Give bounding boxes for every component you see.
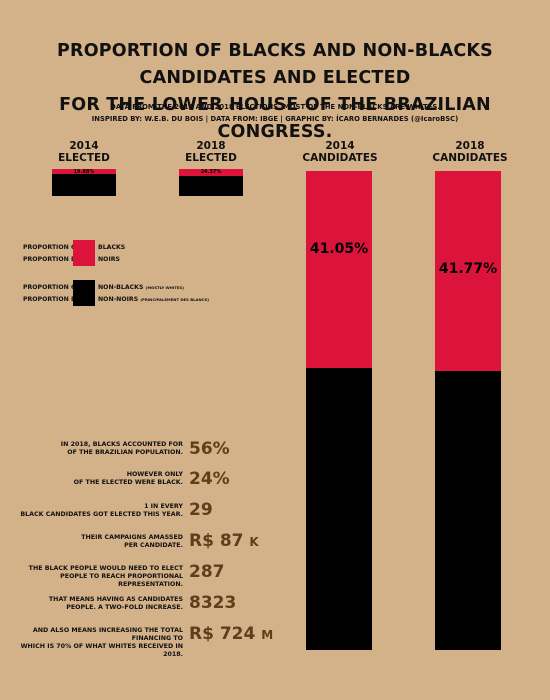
column-header-group: CANDIDATES xyxy=(432,152,508,164)
column-header-year: 2018 xyxy=(196,140,226,152)
stat-text-financing: AND ALSO MEANS INCREASING THE TOTAL FINA… xyxy=(3,627,183,659)
legend-label-fr: NOIRS xyxy=(98,256,120,263)
stat-value-candidates: 8323 xyxy=(189,593,236,613)
stat-line2: OF THE ELECTED WERE BLACK. xyxy=(73,479,183,486)
column-header-year: 2014 xyxy=(69,140,99,152)
bar-segment-non-blacks xyxy=(306,367,372,650)
stat-value-financing: R$ 724 M xyxy=(189,624,273,645)
legend-label-fr: NON-NOIRS xyxy=(98,296,139,303)
column-header-year: 2018 xyxy=(455,140,485,152)
chart-subtitle-line1: DATA FROM THE 2014 AND 2018 ELECTIONS. M… xyxy=(110,103,440,111)
legend-label-en: BLACKS xyxy=(98,244,126,251)
bar-segment-blacks: 24.37% xyxy=(179,169,243,176)
stat-value: 8323 xyxy=(189,593,237,613)
bar-segment-non-blacks xyxy=(52,174,116,196)
stat-text-candidates: THAT MEANS HAVING AS CANDIDATES PEOPLE. … xyxy=(3,596,183,612)
bar-segment-blacks: 41.05% xyxy=(306,171,372,368)
stat-value: R$ 724 xyxy=(189,624,256,644)
stat-line1: AND ALSO MEANS INCREASING THE TOTAL FINA… xyxy=(32,627,183,642)
legend-prefix-en: PROPORTION OF xyxy=(23,284,81,291)
bar-segment-blacks: 19.88% xyxy=(52,169,116,175)
legend-swatch-non-blacks xyxy=(73,280,95,306)
data-label: 19.88% xyxy=(73,169,95,175)
stat-text-elected: HOWEVER ONLY OF THE ELECTED WERE BLACK. xyxy=(3,471,183,487)
bar-segment-non-blacks xyxy=(179,175,243,196)
legend-note-fr: (PRINCIPALEMENT DES BLANCS) xyxy=(140,297,209,302)
legend-prefix-en: PROPORTION OF xyxy=(23,244,81,251)
stat-line1: HOWEVER ONLY xyxy=(126,471,183,478)
stat-line2: OF THE BRAZILIAN POPULATION. xyxy=(67,449,183,456)
legend-swatch-blacks xyxy=(73,240,95,266)
data-label: 24.37% xyxy=(200,169,222,175)
stat-value: 29 xyxy=(189,500,213,520)
stat-text-campaigns: THEIR CAMPAIGNS AMASSED PER CANDIDATE. xyxy=(3,534,183,550)
stat-unit: K xyxy=(249,535,259,549)
stat-value-elected: 24% xyxy=(189,469,230,489)
column-header-2014-candidates: 2014 CANDIDATES xyxy=(298,140,382,164)
stat-value-population: 56% xyxy=(189,439,230,459)
legend-label-fr-line: NON-NOIRS (PRINCIPALEMENT DES BLANCS) xyxy=(98,294,209,306)
stat-value: R$ 87 xyxy=(189,531,244,551)
legend-label-non-blacks: NON-BLACKS (MOSTLY WHITES) NON-NOIRS (PR… xyxy=(98,282,209,306)
legend-prefix-blacks: PROPORTION OF PROPORTION DE xyxy=(23,242,80,266)
stat-unit: M xyxy=(261,628,274,642)
chart-subtitle: DATA FROM THE 2014 AND 2018 ELECTIONS. M… xyxy=(0,101,550,125)
column-header-group: ELECTED xyxy=(185,152,237,164)
stat-value-representation: 287 xyxy=(189,562,225,582)
bar-segment-non-blacks xyxy=(435,371,501,650)
data-label: 41.77% xyxy=(438,261,498,277)
stat-text-ratio: 1 IN EVERY BLACK CANDIDATES GOT ELECTED … xyxy=(3,503,183,519)
stat-text-population: IN 2018, BLACKS ACCOUNTED FOR OF THE BRA… xyxy=(3,441,183,457)
stat-line1: 1 IN EVERY xyxy=(144,503,183,510)
stat-line1: THE BLACK PEOPLE WOULD NEED TO ELECT xyxy=(28,565,183,572)
stat-value: 287 xyxy=(189,562,225,582)
chart-title-line2: FOR THE LOWER HOUSE OF THE BRAZILIAN CON… xyxy=(59,95,491,142)
column-header-2018-candidates: 2018 CANDIDATES xyxy=(428,140,512,164)
stat-line2: WHICH IS 70% OF WHAT WHITES RECEIVED IN … xyxy=(20,643,183,658)
column-header-group: CANDIDATES xyxy=(302,152,378,164)
stat-value-ratio: 29 xyxy=(189,500,213,520)
stat-line2: PER CANDIDATE. xyxy=(124,542,183,549)
column-header-2018-elected: 2018 ELECTED xyxy=(179,140,243,164)
column-header-group: ELECTED xyxy=(58,152,110,164)
chart-subtitle-line2: INSPIRED BY: W.E.B. DU BOIS | DATA FROM:… xyxy=(91,115,459,123)
stat-line1: IN 2018, BLACKS ACCOUNTED FOR xyxy=(60,441,183,448)
stacked-bar-2018-candidates: 41.77% xyxy=(435,171,501,650)
data-label: 41.05% xyxy=(309,241,369,257)
stat-value: 24% xyxy=(189,469,230,489)
chart-title: PROPORTION OF BLACKS AND NON-BLACKS CAND… xyxy=(0,38,550,146)
stat-text-representation: THE BLACK PEOPLE WOULD NEED TO ELECT PEO… xyxy=(3,565,183,589)
stacked-bar-2014-elected: 19.88% xyxy=(52,169,116,196)
column-header-year: 2014 xyxy=(325,140,355,152)
legend-label-en: NON-BLACKS xyxy=(98,284,144,291)
stat-line1: THEIR CAMPAIGNS AMASSED xyxy=(81,534,183,541)
stat-line1: THAT MEANS HAVING AS CANDIDATES xyxy=(48,596,183,603)
stat-line2: PEOPLE. A TWO-FOLD INCREASE. xyxy=(66,604,183,611)
bar-segment-blacks: 41.77% xyxy=(435,171,501,372)
stacked-bar-2018-elected: 24.37% xyxy=(179,169,243,196)
legend-label-en-line: NON-BLACKS (MOSTLY WHITES) xyxy=(98,282,209,294)
stat-value: 56% xyxy=(189,439,230,459)
stat-value-campaigns: R$ 87 K xyxy=(189,531,259,552)
legend-prefix-fr: PROPORTION DE xyxy=(23,256,81,263)
chart-title-line1: PROPORTION OF BLACKS AND NON-BLACKS CAND… xyxy=(57,41,493,88)
legend-label-blacks: BLACKS NOIRS xyxy=(98,242,125,266)
legend-note-en: (MOSTLY WHITES) xyxy=(145,285,184,290)
column-header-2014-elected: 2014 ELECTED xyxy=(52,140,116,164)
stacked-bar-2014-candidates: 41.05% xyxy=(306,171,372,650)
legend-prefix-fr: PROPORTION DE xyxy=(23,296,81,303)
stat-line2: PEOPLE TO REACH PROPORTIONAL REPRESENTAT… xyxy=(60,573,183,588)
legend-prefix-non-blacks: PROPORTION OF PROPORTION DE xyxy=(23,282,80,306)
stat-line2: BLACK CANDIDATES GOT ELECTED THIS YEAR. xyxy=(20,511,183,518)
